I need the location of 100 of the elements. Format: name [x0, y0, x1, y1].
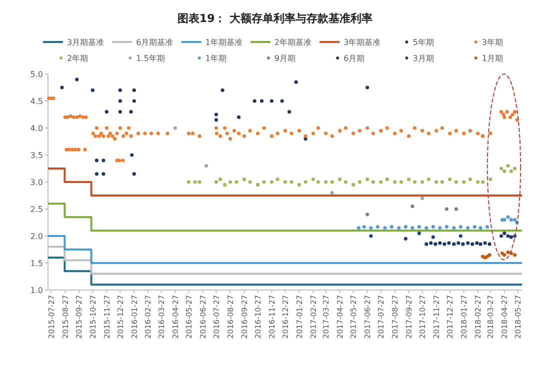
chart-title: 图表19： 大额存单利率与存款基准利率: [177, 12, 373, 25]
point: [410, 226, 414, 230]
point: [452, 242, 456, 246]
point: [393, 180, 397, 184]
y-tick-label: 2.0: [30, 232, 43, 241]
point: [118, 88, 122, 92]
point: [424, 242, 428, 246]
point: [383, 226, 387, 230]
point: [287, 110, 292, 114]
point: [483, 241, 487, 245]
point: [344, 180, 348, 184]
point: [397, 226, 401, 230]
point: [242, 178, 246, 182]
point: [417, 225, 421, 229]
point: [452, 226, 456, 230]
point: [429, 241, 433, 245]
legend-label: 5年期: [412, 38, 434, 47]
point: [472, 225, 476, 229]
point: [316, 180, 320, 184]
point: [499, 234, 504, 238]
point: [506, 234, 510, 238]
point: [118, 110, 122, 114]
point: [130, 153, 134, 157]
point: [222, 182, 227, 186]
point: [431, 235, 435, 239]
point: [444, 225, 448, 229]
point: [356, 226, 361, 230]
point: [362, 225, 366, 229]
legend-label: 3月期基准: [67, 38, 104, 47]
point: [426, 178, 430, 182]
point: [417, 232, 421, 236]
point: [369, 226, 373, 230]
legend-label: 9月期: [274, 54, 296, 63]
point: [458, 225, 462, 229]
point: [338, 178, 342, 182]
legend-label: 3年期基准: [344, 38, 381, 47]
point: [94, 158, 99, 162]
point: [412, 180, 416, 184]
point: [454, 180, 458, 184]
legend-label: 1年期: [205, 54, 226, 63]
point: [60, 86, 64, 90]
point: [512, 218, 517, 222]
y-tick-label: 5.0: [30, 70, 43, 79]
point: [204, 164, 208, 168]
point: [369, 234, 373, 238]
point: [366, 178, 370, 182]
point: [506, 215, 510, 219]
point: [462, 180, 466, 184]
point: [236, 115, 241, 119]
point: [485, 225, 490, 229]
point: [330, 180, 334, 184]
point: [404, 236, 408, 240]
point: [512, 166, 517, 170]
point: [118, 99, 122, 103]
point: [366, 86, 370, 90]
point: [407, 178, 411, 182]
point: [94, 172, 99, 176]
point: [488, 242, 492, 246]
point: [186, 180, 191, 184]
point: [214, 118, 218, 122]
point: [214, 180, 218, 184]
y-tick-label: 4.5: [30, 96, 43, 106]
point: [270, 99, 274, 103]
point: [228, 180, 232, 184]
point: [297, 182, 302, 186]
point: [431, 225, 435, 229]
point: [509, 218, 513, 222]
point: [262, 180, 266, 184]
point: [488, 178, 492, 182]
y-tick-label: 1.5: [30, 258, 43, 268]
point: [420, 180, 424, 184]
point: [132, 99, 136, 103]
point: [420, 196, 424, 200]
point: [304, 180, 308, 184]
point: [132, 172, 136, 176]
point: [502, 218, 506, 222]
point: [444, 207, 448, 211]
point: [75, 78, 79, 82]
point: [442, 242, 446, 246]
point: [379, 180, 383, 184]
point: [509, 169, 513, 173]
point: [104, 110, 108, 114]
point: [476, 180, 480, 184]
point: [193, 180, 197, 184]
legend-label: 6月期基准: [136, 38, 174, 47]
point: [283, 180, 288, 184]
point: [256, 182, 260, 186]
point: [509, 235, 513, 239]
point: [90, 88, 94, 92]
point: [218, 178, 222, 182]
y-tick-label: 2.5: [30, 204, 43, 214]
point: [499, 166, 504, 170]
point: [454, 207, 458, 211]
point: [234, 180, 238, 184]
point: [260, 99, 264, 103]
point: [132, 88, 136, 92]
point: [506, 250, 510, 254]
point: [468, 178, 472, 182]
point: [280, 99, 284, 103]
point: [440, 180, 444, 184]
